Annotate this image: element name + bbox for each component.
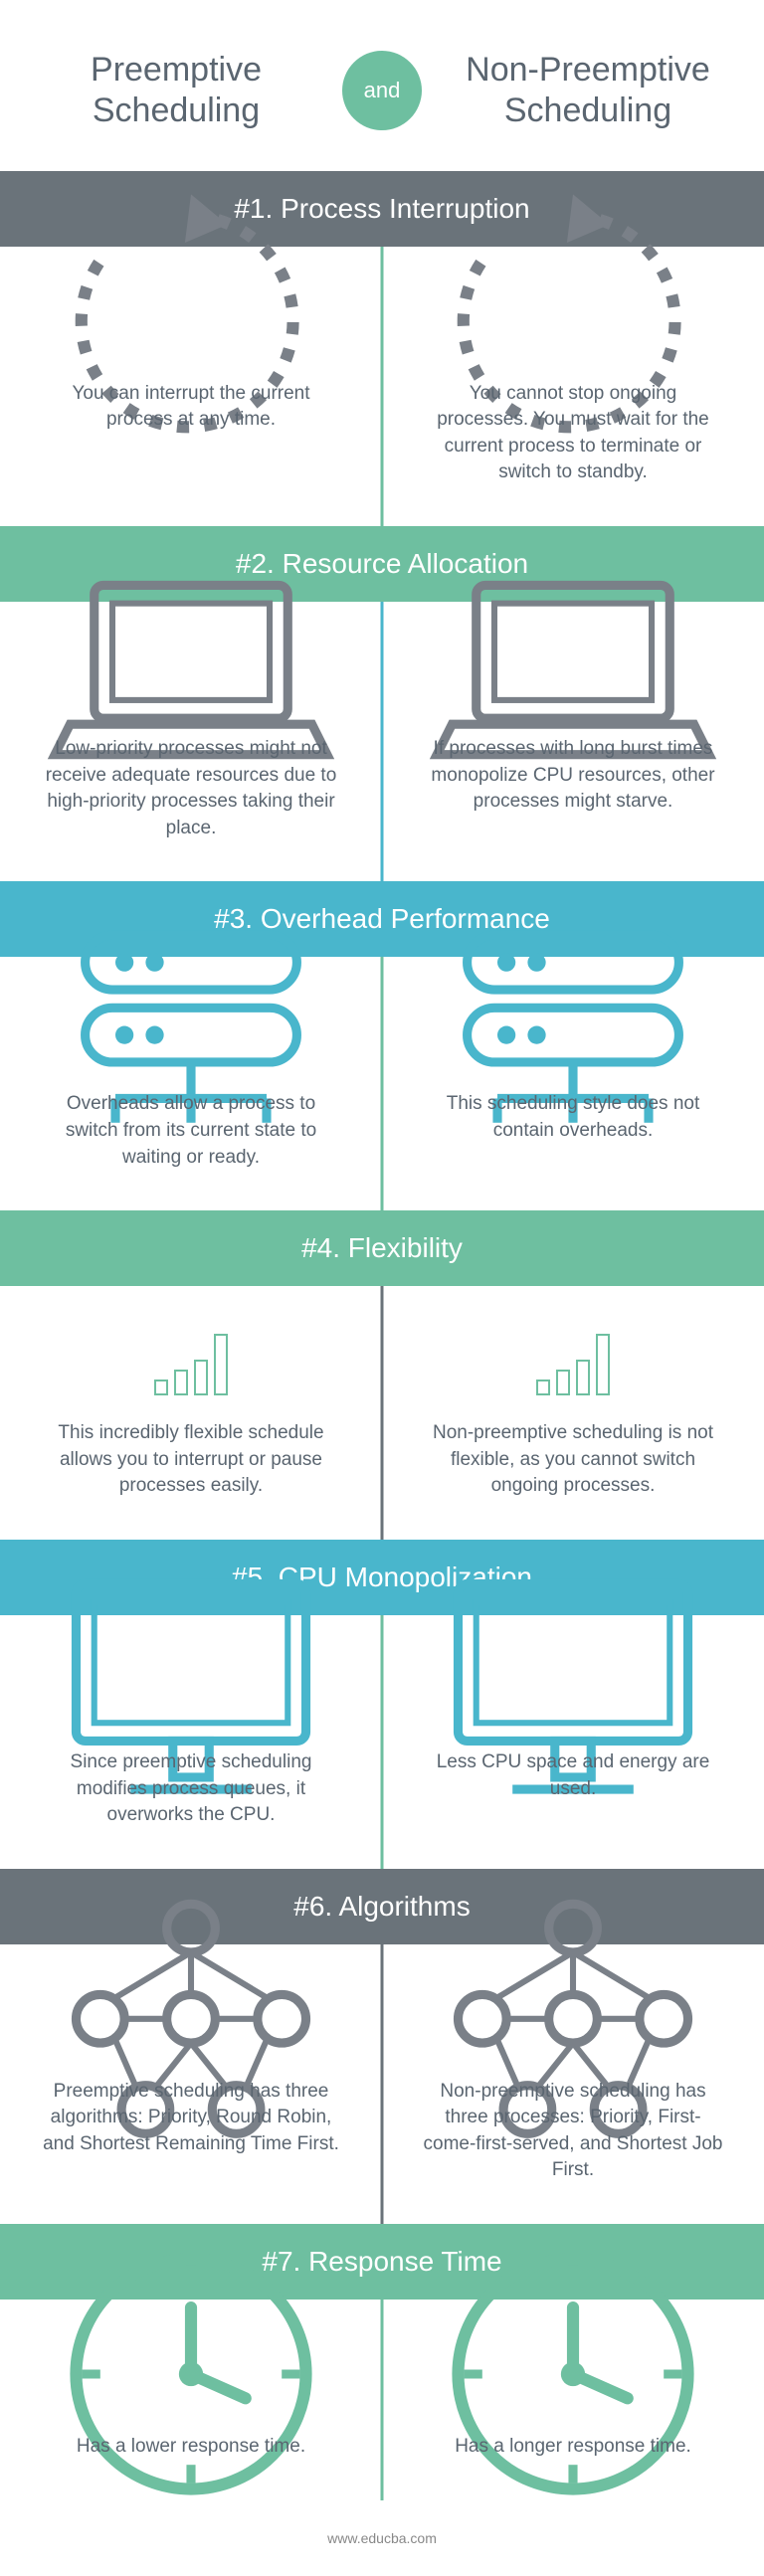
server-icon	[40, 987, 342, 1076]
rotate-icon	[422, 276, 724, 366]
section-header: #4. Flexibility	[0, 1210, 764, 1286]
right-cell: If processes with long burst times monop…	[382, 602, 764, 881]
comparison-row: This incredibly flexible schedule allows…	[0, 1286, 764, 1540]
header-right-title: Non-Preemptive Scheduling	[442, 50, 734, 131]
rotate-icon	[40, 276, 342, 366]
header: Preemptive Scheduling and Non-Preemptive…	[0, 0, 764, 171]
left-cell: Since preemptive scheduling modifies pro…	[0, 1615, 382, 1869]
comparison-row: You can interrupt the current process at…	[0, 247, 764, 526]
divider	[381, 2300, 384, 2500]
comparison-row: Overheads allow a process to switch from…	[0, 957, 764, 1210]
left-cell: Preemptive scheduling has three algorith…	[0, 1944, 382, 2224]
right-cell: Non-preemptive scheduling has three proc…	[382, 1944, 764, 2224]
divider	[381, 1944, 384, 2224]
network-icon	[422, 1974, 724, 2064]
left-cell: Has a lower response time.	[0, 2300, 382, 2500]
right-cell: Has a longer response time.	[382, 2300, 764, 2500]
divider	[381, 1615, 384, 1869]
right-cell: Non-preemptive scheduling is not flexibl…	[382, 1286, 764, 1540]
server-icon	[422, 987, 724, 1076]
clock-icon	[422, 2329, 724, 2419]
header-left-title: Preemptive Scheduling	[30, 50, 322, 131]
right-cell: You cannot stop ongoing processes. You m…	[382, 247, 764, 526]
left-text: Preemptive scheduling has three algorith…	[40, 2079, 342, 2158]
clock-icon	[40, 2329, 342, 2419]
bars-icon	[40, 1316, 342, 1405]
bars-icon	[422, 1316, 724, 1405]
network-icon	[40, 1974, 342, 2064]
left-cell: Overheads allow a process to switch from…	[0, 957, 382, 1210]
left-text: This incredibly flexible schedule allows…	[40, 1420, 342, 1500]
infographic-container: Preemptive Scheduling and Non-Preemptive…	[0, 0, 764, 2576]
laptop-icon	[40, 632, 342, 721]
divider	[381, 602, 384, 881]
left-cell: You can interrupt the current process at…	[0, 247, 382, 526]
left-text: Low-priority processes might not receive…	[40, 736, 342, 841]
right-text: If processes with long burst times monop…	[422, 736, 724, 816]
right-text: Non-preemptive scheduling is not flexibl…	[422, 1420, 724, 1500]
comparison-row: Low-priority processes might not receive…	[0, 602, 764, 881]
and-badge: and	[342, 51, 422, 130]
monitor-icon	[40, 1645, 342, 1735]
comparison-row: Has a lower response time. Has a longer …	[0, 2300, 764, 2500]
right-text: Non-preemptive scheduling has three proc…	[422, 2079, 724, 2184]
right-text: Has a longer response time.	[422, 2434, 724, 2461]
left-text: Has a lower response time.	[40, 2434, 342, 2461]
monitor-icon	[422, 1645, 724, 1735]
right-cell: Less CPU space and energy are used.	[382, 1615, 764, 1869]
right-cell: This scheduling style does not contain o…	[382, 957, 764, 1210]
left-cell: Low-priority processes might not receive…	[0, 602, 382, 881]
divider	[381, 957, 384, 1210]
divider	[381, 247, 384, 526]
comparison-row: Preemptive scheduling has three algorith…	[0, 1944, 764, 2224]
sections-list: #1. Process Interruption You can interru…	[0, 171, 764, 2500]
left-cell: This incredibly flexible schedule allows…	[0, 1286, 382, 1540]
divider	[381, 1286, 384, 1540]
laptop-icon	[422, 632, 724, 721]
left-text: Overheads allow a process to switch from…	[40, 1091, 342, 1171]
comparison-row: Since preemptive scheduling modifies pro…	[0, 1615, 764, 1869]
